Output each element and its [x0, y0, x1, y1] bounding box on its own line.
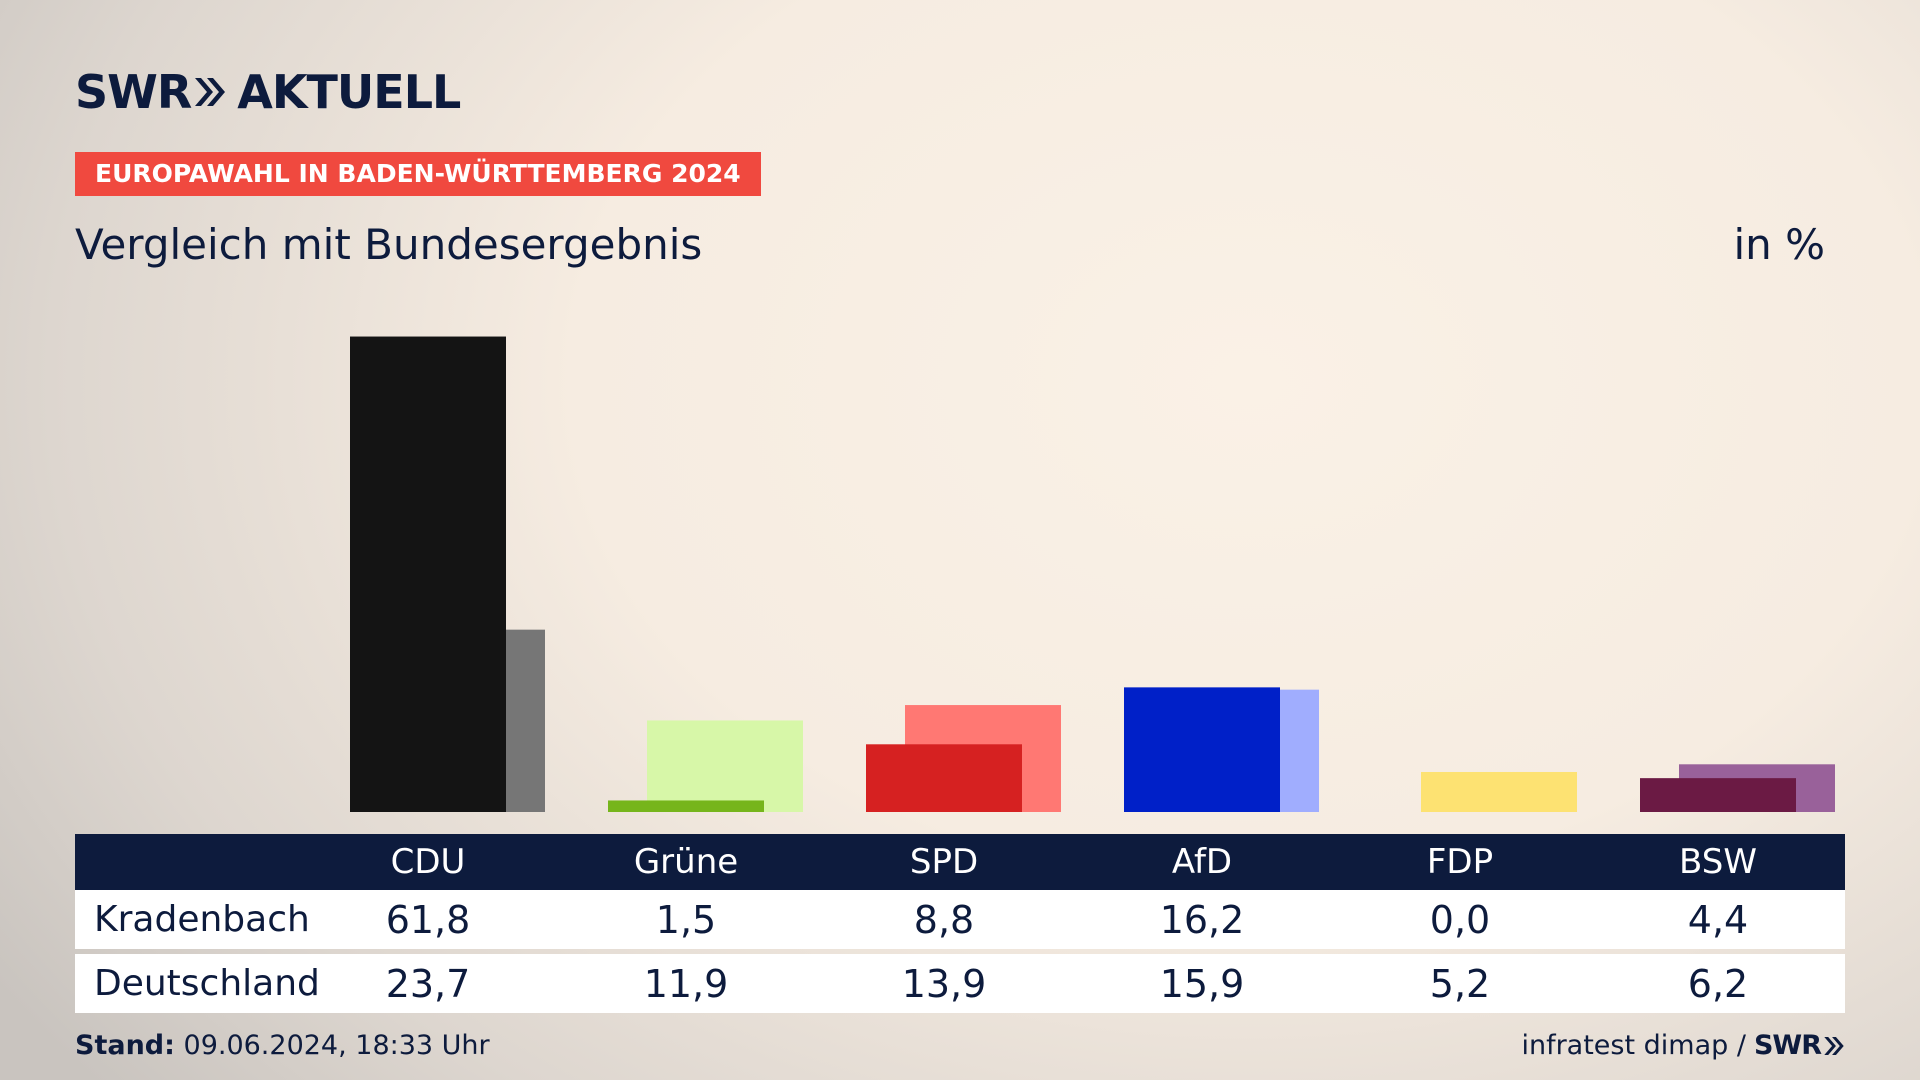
- bar-chart: [350, 336, 1835, 812]
- party-header-spd: SPD: [909, 842, 979, 882]
- value-deutschland-cdu: 23,7: [385, 961, 471, 1006]
- value-deutschland-grüne: 11,9: [643, 961, 729, 1006]
- election-tagline: EUROPAWAHL IN BADEN-WÜRTTEMBERG 2024: [75, 152, 761, 196]
- value-deutschland-bsw: 6,2: [1687, 961, 1749, 1006]
- value-kradenbach-fdp: 0,0: [1429, 897, 1491, 942]
- swr-aktuell-logo: SWR AKTUELL: [75, 65, 461, 119]
- value-deutschland-afd: 15,9: [1159, 961, 1245, 1006]
- value-deutschland-fdp: 5,2: [1429, 961, 1491, 1006]
- bar-deutschland-grüne: [647, 720, 803, 812]
- bar-kradenbach-spd: [866, 744, 1022, 812]
- double-chevron-icon: [195, 78, 226, 106]
- source-logo: SWR: [1753, 1030, 1822, 1061]
- table-row: Kradenbach 61,8 1,5 8,8 16,2 0,0 4,4: [75, 890, 1845, 949]
- stand-label: Stand:: [75, 1030, 175, 1061]
- results-table: CDU Grüne SPD AfD FDP BSW Kradenbach 61,8 1,5 8…: [75, 834, 1845, 1013]
- source-credit: infratest dimap / SWR: [1521, 1030, 1845, 1061]
- value-kradenbach-grüne: 1,5: [655, 897, 717, 942]
- logo-suffix: AKTUELL: [237, 65, 461, 119]
- double-chevron-icon: [1824, 1036, 1844, 1055]
- source-text: infratest dimap /: [1521, 1030, 1746, 1061]
- row-label-deutschland: Deutschland: [94, 963, 320, 1004]
- unit-label: in %: [1733, 220, 1825, 269]
- bar-kradenbach-afd: [1124, 687, 1280, 812]
- row-label-kradenbach: Kradenbach: [94, 899, 310, 940]
- value-kradenbach-bsw: 4,4: [1687, 897, 1749, 942]
- party-header-fdp: FDP: [1426, 842, 1494, 882]
- party-header-bsw: BSW: [1679, 842, 1757, 882]
- party-header-cdu: CDU: [390, 842, 466, 882]
- stand-value: 09.06.2024, 18:33 Uhr: [183, 1030, 490, 1061]
- value-deutschland-spd: 13,9: [901, 961, 987, 1006]
- timestamp: Stand: 09.06.2024, 18:33 Uhr: [75, 1030, 490, 1061]
- bar-kradenbach-cdu: [350, 336, 506, 812]
- value-kradenbach-afd: 16,2: [1159, 897, 1245, 942]
- logo-text: SWR: [75, 65, 192, 119]
- table-row: Deutschland 23,7 11,9 13,9 15,9 5,2 6,2: [75, 954, 1845, 1013]
- table-header: CDU Grüne SPD AfD FDP BSW: [75, 834, 1845, 890]
- value-kradenbach-cdu: 61,8: [385, 897, 471, 942]
- bar-deutschland-fdp: [1421, 771, 1577, 812]
- chart-title: Vergleich mit Bundesergebnis: [75, 220, 703, 269]
- bar-kradenbach-grüne: [608, 800, 764, 812]
- party-header-grüne: Grüne: [633, 842, 739, 882]
- value-kradenbach-spd: 8,8: [913, 897, 975, 942]
- bar-kradenbach-bsw: [1640, 778, 1796, 812]
- party-header-afd: AfD: [1171, 842, 1233, 882]
